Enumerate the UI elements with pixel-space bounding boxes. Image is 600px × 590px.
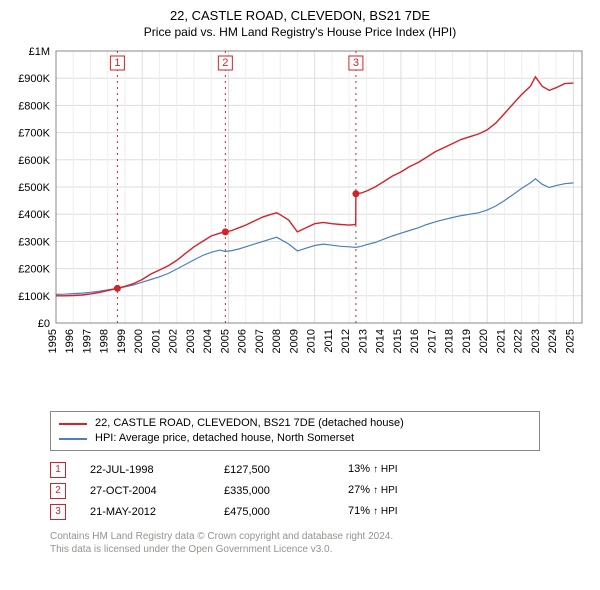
svg-text:£600K: £600K [18,155,50,167]
svg-text:2010: 2010 [306,329,318,353]
svg-text:2005: 2005 [219,329,231,353]
arrow-up-icon: ↑ HPI [373,485,397,496]
event-num-box-2: 2 [50,483,66,499]
event-pct-3: 71% ↑ HPI [348,501,458,522]
svg-text:2007: 2007 [254,329,266,353]
footer-line1: Contains HM Land Registry data © Crown c… [50,530,584,543]
event-date-2: 27-OCT-2004 [90,481,200,501]
svg-text:1995: 1995 [47,329,59,353]
svg-text:1999: 1999 [116,329,128,353]
svg-text:1997: 1997 [81,329,93,353]
event-pct-1: 13% ↑ HPI [348,459,458,480]
svg-text:2017: 2017 [426,329,438,353]
svg-text:2020: 2020 [478,329,490,353]
svg-text:£100K: £100K [18,291,50,303]
event-price-3: £475,000 [224,502,324,522]
svg-text:2021: 2021 [495,329,507,353]
chart-svg: £0 £100K £200K £300K £400K £500K £600K £700K £80… [8,45,592,363]
event-row-2: 2 27-OCT-2004 £335,000 27% ↑ HPI [50,480,540,501]
svg-text:2001: 2001 [150,329,162,353]
svg-text:£900K: £900K [18,73,50,85]
svg-text:2006: 2006 [237,329,249,353]
events-table: 1 22-JUL-1998 £127,500 13% ↑ HPI 2 27-OC… [50,459,540,522]
svg-text:£1M: £1M [29,46,50,58]
legend-label-blue: HPI: Average price, detached house, Nort… [95,431,354,446]
event-num-box-3: 3 [50,504,66,520]
svg-text:3: 3 [353,57,359,69]
svg-text:2015: 2015 [392,329,404,353]
svg-text:£400K: £400K [18,209,50,221]
footer-licence: Contains HM Land Registry data © Crown c… [50,530,584,556]
svg-text:2013: 2013 [357,329,369,353]
svg-text:2024: 2024 [547,329,559,353]
event-date-1: 22-JUL-1998 [90,460,200,480]
svg-text:2002: 2002 [168,329,180,353]
chart-title-sub: Price paid vs. HM Land Registry's House … [8,25,592,39]
svg-text:1: 1 [114,57,120,69]
svg-text:2000: 2000 [133,329,145,353]
legend-row-red: 22, CASTLE ROAD, CLEVEDON, BS21 7DE (det… [59,416,531,431]
svg-text:2003: 2003 [185,329,197,353]
svg-text:£500K: £500K [18,182,50,194]
svg-text:2023: 2023 [530,329,542,353]
event-date-3: 21-MAY-2012 [90,502,200,522]
event-row-1: 1 22-JUL-1998 £127,500 13% ↑ HPI [50,459,540,480]
svg-text:£0: £0 [38,318,50,330]
legend-swatch-blue [59,438,87,440]
legend-label-red: 22, CASTLE ROAD, CLEVEDON, BS21 7DE (det… [95,416,404,431]
svg-text:£800K: £800K [18,100,50,112]
arrow-up-icon: ↑ HPI [373,506,397,517]
svg-text:2011: 2011 [323,329,335,353]
svg-text:2025: 2025 [564,329,576,353]
svg-text:2004: 2004 [202,329,214,353]
event-price-2: £335,000 [224,481,324,501]
svg-text:£700K: £700K [18,128,50,140]
svg-text:2012: 2012 [340,329,352,353]
svg-text:1996: 1996 [64,329,76,353]
svg-text:£300K: £300K [18,236,50,248]
svg-text:2019: 2019 [461,329,473,353]
event-pct-2: 27% ↑ HPI [348,480,458,501]
svg-text:2014: 2014 [375,329,387,353]
svg-text:2009: 2009 [288,329,300,353]
arrow-up-icon: ↑ HPI [373,464,397,475]
event-row-3: 3 21-MAY-2012 £475,000 71% ↑ HPI [50,501,540,522]
event-price-1: £127,500 [224,460,324,480]
svg-text:£200K: £200K [18,264,50,276]
chart-title-address: 22, CASTLE ROAD, CLEVEDON, BS21 7DE [8,8,592,23]
legend-row-blue: HPI: Average price, detached house, Nort… [59,431,531,446]
svg-text:2022: 2022 [513,329,525,353]
svg-text:2018: 2018 [444,329,456,353]
svg-text:2: 2 [222,57,228,69]
legend-swatch-red [59,423,87,425]
legend-box: 22, CASTLE ROAD, CLEVEDON, BS21 7DE (det… [50,411,540,451]
svg-text:2016: 2016 [409,329,421,353]
event-num-box-1: 1 [50,462,66,478]
svg-text:1998: 1998 [99,329,111,353]
chart-area: £0 £100K £200K £300K £400K £500K £600K £700K £80… [8,45,592,405]
svg-text:2008: 2008 [271,329,283,353]
footer-line2: This data is licensed under the Open Gov… [50,543,584,556]
